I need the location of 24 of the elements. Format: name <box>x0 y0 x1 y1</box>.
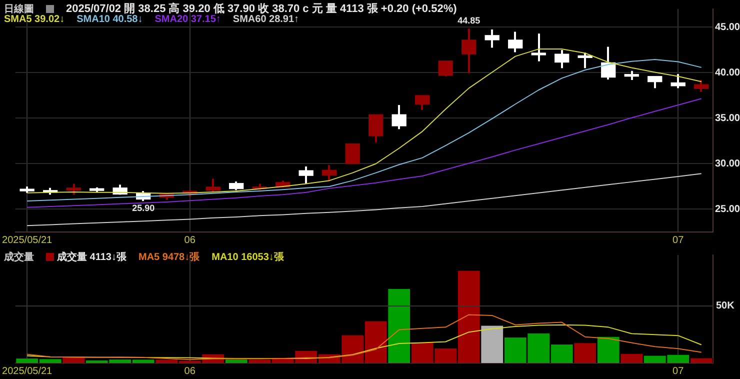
text: SMA5 39.02↓ <box>4 14 65 25</box>
text: MA5 9478↓張 <box>138 250 200 264</box>
chart-title: 日線圖 <box>4 2 34 15</box>
x-tick-label: 06 <box>184 366 196 377</box>
chart-title: 成交量 <box>4 250 34 264</box>
x-tick-label: 06 <box>184 234 196 246</box>
y-tick-label: 35.00 <box>714 112 740 124</box>
chart-subtitle: 2025/07/02 開 38.25 高 39.20 低 37.90 收 38.70 c 元 量 4113 張 +0.20 (+0.52%) <box>66 2 457 15</box>
x-tick-label: 07 <box>672 234 684 246</box>
y-tick-label: 40.00 <box>714 67 740 78</box>
y-tick-label: 45.00 <box>714 22 740 33</box>
text: MA10 16053↓張 <box>212 250 284 264</box>
text: SMA20 37.15↑ <box>154 14 221 25</box>
x-tick-label: 2025/05/21 <box>2 234 53 246</box>
legend-label: 成交量 4113↓張 <box>56 250 126 264</box>
x-tick-label: 2025/05/21 <box>2 366 53 377</box>
annotation: 44.85 <box>458 16 480 26</box>
x-tick-label: 07 <box>672 366 684 377</box>
y-tick-label: 25.00 <box>714 204 740 215</box>
ref-line-label: 50K <box>716 300 736 312</box>
text: SMA60 28.91↑ <box>232 14 300 25</box>
annotation: 25.90 <box>132 203 155 214</box>
y-tick-label: 30.00 <box>714 158 740 170</box>
text: SMA10 40.58↓ <box>76 14 143 25</box>
